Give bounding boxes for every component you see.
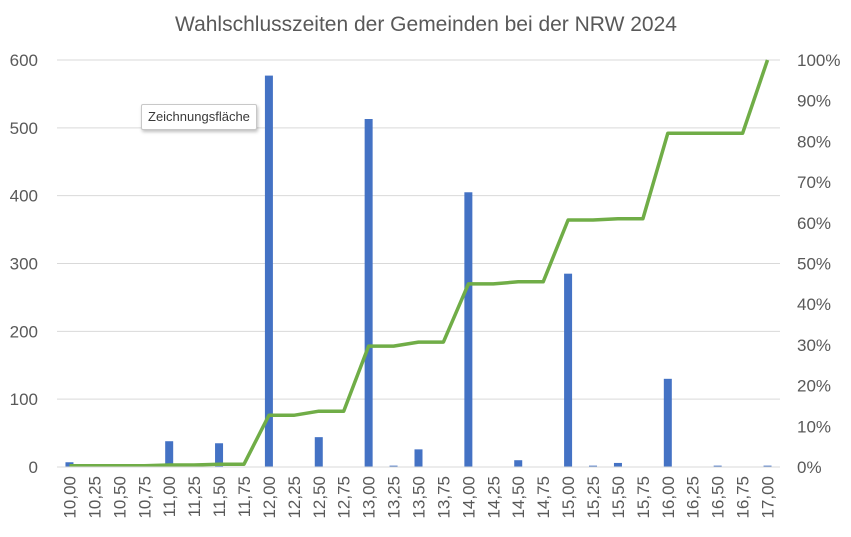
bar bbox=[663, 378, 672, 467]
x-tick-label: 11,25 bbox=[185, 476, 204, 517]
right-tick-label: 40% bbox=[797, 295, 831, 314]
left-tick-label: 0 bbox=[29, 458, 38, 477]
x-tick-label: 13,00 bbox=[360, 476, 379, 519]
x-tick-label: 14,50 bbox=[509, 476, 528, 519]
bar bbox=[464, 192, 473, 467]
right-tick-label: 60% bbox=[797, 214, 831, 233]
left-tick-label: 200 bbox=[10, 322, 38, 341]
x-tick-label: 17,00 bbox=[759, 476, 778, 519]
left-axis: 0 100 200 300 400 500 600 bbox=[10, 51, 38, 477]
cumulative-line-series bbox=[69, 59, 770, 468]
plot-area-tooltip: Zeichnungsfläche bbox=[141, 104, 257, 130]
x-tick-label: 13,75 bbox=[434, 476, 453, 519]
x-tick-label: 16,50 bbox=[709, 476, 728, 519]
x-tick-label: 15,50 bbox=[609, 476, 628, 519]
right-tick-label: 70% bbox=[797, 173, 831, 192]
x-tick-label: 14,00 bbox=[459, 476, 478, 519]
x-axis: 10,00 10,25 10,50 10,75 11,00 11,25 11,50 11,75… bbox=[57, 466, 780, 519]
x-tick-label: 11,50 bbox=[210, 476, 229, 517]
right-tick-label: 80% bbox=[797, 132, 831, 151]
x-tick-label: 10,00 bbox=[60, 476, 79, 519]
left-tick-label: 500 bbox=[10, 119, 38, 138]
x-tick-label: 12,50 bbox=[310, 476, 329, 519]
bar bbox=[264, 75, 273, 467]
bar bbox=[389, 465, 398, 467]
cumulative-line bbox=[69, 59, 770, 468]
bar bbox=[314, 437, 323, 467]
right-tick-label: 10% bbox=[797, 417, 831, 436]
right-tick-label: 90% bbox=[797, 92, 831, 111]
bar bbox=[589, 465, 598, 467]
bar bbox=[613, 462, 622, 467]
left-tick-label: 400 bbox=[10, 187, 38, 206]
x-tick-label: 11,75 bbox=[235, 476, 254, 517]
chart-title: Wahlschlusszeiten der Gemeinden bei der … bbox=[175, 13, 677, 36]
x-tick-label: 10,50 bbox=[110, 476, 129, 519]
x-tick-label: 15,75 bbox=[634, 476, 653, 519]
left-tick-label: 600 bbox=[10, 51, 38, 70]
left-tick-label: 100 bbox=[10, 390, 38, 409]
x-tick-label: 16,25 bbox=[684, 476, 703, 519]
x-tick-label: 13,25 bbox=[385, 476, 404, 519]
bar bbox=[165, 441, 174, 467]
x-tick-label: 12,25 bbox=[285, 476, 304, 519]
bar bbox=[364, 119, 373, 467]
x-tick-label: 16,75 bbox=[734, 476, 753, 519]
x-tick-label: 10,25 bbox=[85, 476, 104, 519]
x-tick-label: 13,50 bbox=[410, 476, 429, 519]
x-tick-label: 14,25 bbox=[484, 476, 503, 519]
right-tick-label: 30% bbox=[797, 336, 831, 355]
left-tick-label: 300 bbox=[10, 255, 38, 274]
x-tick-label: 11,00 bbox=[160, 476, 179, 517]
x-tick-label: 15,00 bbox=[559, 476, 578, 519]
x-tick-label: 10,75 bbox=[135, 476, 154, 519]
bar-series bbox=[65, 75, 772, 467]
x-tick-label: 14,75 bbox=[534, 476, 553, 519]
bar bbox=[763, 465, 772, 467]
bar bbox=[514, 460, 523, 467]
right-tick-label: 100% bbox=[797, 51, 840, 70]
bar bbox=[65, 462, 74, 467]
bar bbox=[713, 465, 722, 467]
x-tick-label: 16,00 bbox=[659, 476, 678, 519]
right-tick-label: 20% bbox=[797, 377, 831, 396]
x-tick-label: 12,75 bbox=[335, 476, 354, 519]
bar bbox=[414, 449, 423, 467]
x-tick-label: 15,25 bbox=[584, 476, 603, 519]
x-tick-label: 12,00 bbox=[260, 476, 279, 519]
bar bbox=[215, 443, 224, 467]
right-tick-label: 50% bbox=[797, 255, 831, 274]
bar bbox=[564, 273, 573, 467]
right-axis: 0% 10% 20% 30% 40% 50% 60% 70% 80% 90% 100% bbox=[797, 51, 840, 477]
right-tick-label: 0% bbox=[797, 458, 822, 477]
